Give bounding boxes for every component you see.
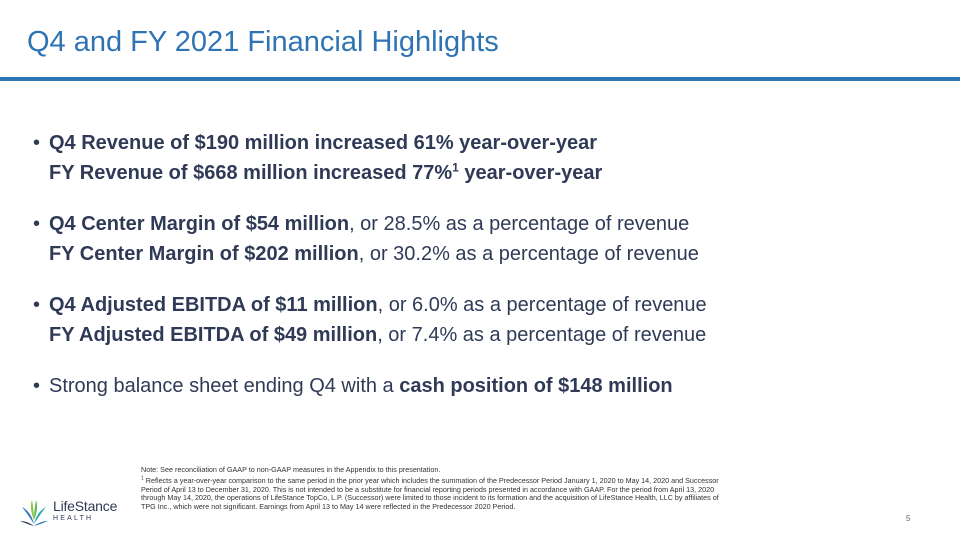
bullet-bold-text: FY Center Margin of $202 million [49,243,359,265]
bullet-bold-text: Q4 Adjusted EBITDA of $11 million [49,294,378,316]
bullet-cash-position: Strong balance sheet ending Q4 with a ca… [33,371,933,401]
footnote-1: 1 Reflects a year-over-year comparison t… [141,477,721,511]
bullet-text: , or 30.2% as a percentage of revenue [358,243,699,265]
bullet-line: Strong balance sheet ending Q4 with a ca… [49,371,933,401]
slide-title: Q4 and FY 2021 Financial Highlights [27,26,499,58]
bullet-line: FY Revenue of $668 million increased 77%… [49,158,933,188]
footnote-text: Reflects a year-over-year comparison to … [141,476,719,511]
highlights-list: Q4 Revenue of $190 million increased 61%… [33,128,933,422]
logo-wordmark: LifeStance [53,498,118,514]
footnote-marker: 1 [141,476,144,483]
bullet-line: FY Center Margin of $202 million, or 30.… [49,239,933,269]
page-number: 5 [906,514,911,523]
bullet-line: Q4 Adjusted EBITDA of $11 million, or 6.… [49,290,933,320]
bullet-center-margin: Q4 Center Margin of $54 million, or 28.5… [33,209,933,269]
gaap-note: Note: See reconciliation of GAAP to non-… [141,465,441,474]
bullet-line: Q4 Revenue of $190 million increased 61%… [49,128,933,158]
bullet-line: FY Adjusted EBITDA of $49 million, or 7.… [49,320,933,350]
lifestance-logo-icon [20,500,48,526]
bullet-bold-text: FY Revenue of $668 million increased 77% [49,162,453,184]
bullet-text: Strong balance sheet ending Q4 with a [49,375,400,397]
bullet-bold-text: Q4 Center Margin of $54 million [49,213,350,235]
bullet-line: Q4 Center Margin of $54 million, or 28.5… [49,209,933,239]
lifestance-logo: LifeStance HEALTH [20,494,130,528]
slide-notes: Note: See reconciliation of GAAP to non-… [141,465,721,511]
title-divider [0,77,960,81]
footnote-marker: 1 [452,160,459,175]
bullet-bold-text: cash position of $148 million [399,375,673,397]
bullet-bold-text: Q4 Revenue of $190 million increased 61%… [49,132,598,154]
logo-subtitle: HEALTH [53,515,94,522]
bullet-adjusted-ebitda: Q4 Adjusted EBITDA of $11 million, or 6.… [33,290,933,350]
bullet-text: , or 28.5% as a percentage of revenue [349,213,690,235]
bullet-text: , or 7.4% as a percentage of revenue [377,324,707,346]
bullet-bold-text: year-over-year [458,162,603,184]
bullet-text: , or 6.0% as a percentage of revenue [377,294,707,316]
bullet-bold-text: FY Adjusted EBITDA of $49 million [49,324,378,346]
bullet-revenue: Q4 Revenue of $190 million increased 61%… [33,128,933,188]
